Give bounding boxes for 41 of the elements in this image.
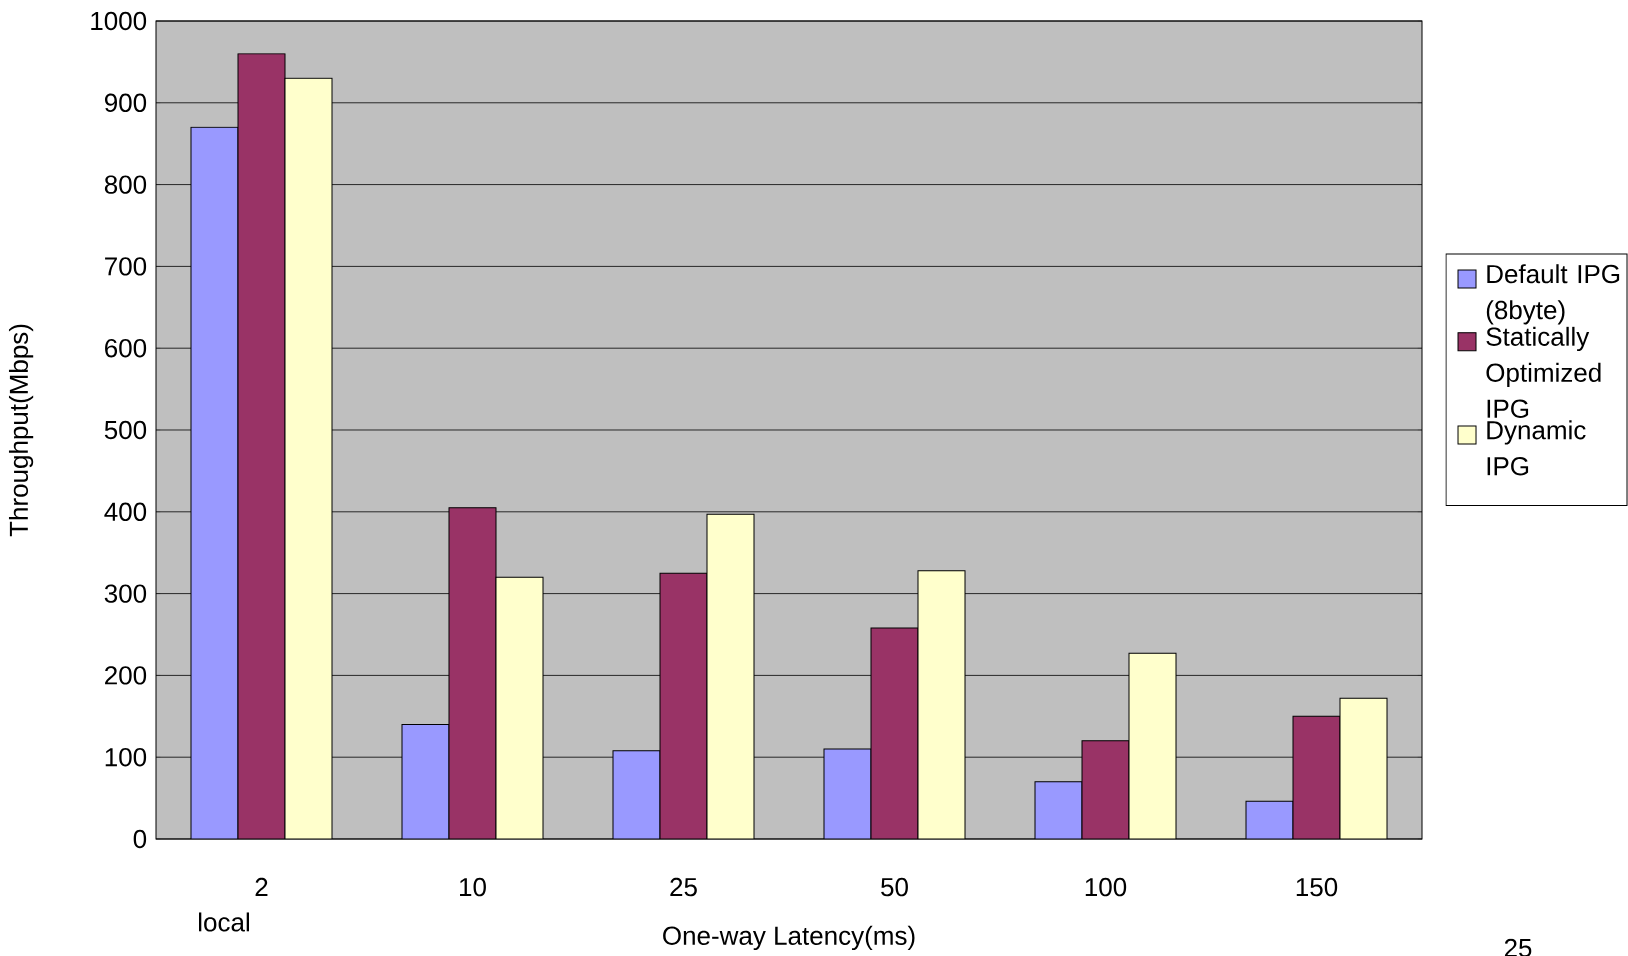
bar [1292, 715, 1341, 839]
bar [1081, 740, 1130, 839]
y-tick-label: 700 [105, 257, 147, 276]
text: local [199, 912, 249, 932]
bar [1128, 652, 1177, 839]
y-axis-title: Throughput(Mbps) [8, 324, 34, 537]
x-tick-label: 10 [460, 877, 486, 897]
bar [917, 570, 966, 839]
bar [190, 126, 239, 839]
y-tick-label: 900 [104, 93, 147, 112]
bar [823, 748, 872, 839]
x-tick-label: 25 [670, 877, 697, 897]
legend-label: Default IPG (8byte) [1486, 264, 1620, 325]
legend-label: Statically Optimized IPG [1486, 326, 1601, 418]
x-tick-label: 2 [255, 877, 268, 897]
bar [870, 627, 919, 839]
y-tick-label: 0 [133, 829, 147, 849]
y-tick-label: 200 [105, 666, 147, 685]
y-tick-label: 400 [104, 502, 147, 521]
bar [1034, 781, 1083, 839]
x-tick-label: 100 [1085, 877, 1127, 897]
y-tick-label: 800 [104, 175, 147, 194]
y-tick-label: 500 [104, 420, 147, 440]
y-tick-label: 300 [104, 584, 147, 603]
x-tick-label: 50 [881, 877, 908, 897]
bar [1245, 800, 1294, 839]
bar [237, 53, 286, 839]
y-tick-label: 100 [105, 747, 147, 767]
bar [448, 507, 497, 839]
bar [706, 513, 755, 839]
y-tick-label: 600 [105, 338, 147, 358]
legend-label: Dynamic IPG [1487, 420, 1586, 476]
bar [659, 572, 708, 839]
x-axis-title: One-way Latency(ms) [663, 925, 915, 951]
bar [284, 77, 333, 839]
x-tick-label: 150 [1296, 877, 1338, 897]
bar [401, 723, 450, 839]
bar [1339, 697, 1388, 839]
y-tick-label: 1000 [91, 11, 147, 31]
bar [612, 750, 661, 839]
bar [495, 576, 544, 839]
